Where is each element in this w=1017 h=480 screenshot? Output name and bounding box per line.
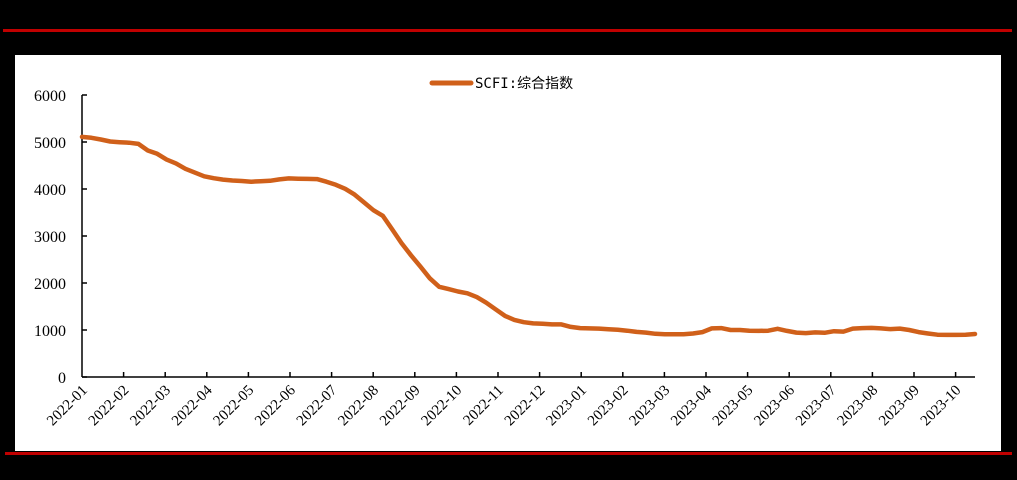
x-tick-label: 2022-10: [419, 383, 466, 430]
chart-panel: [15, 55, 1001, 451]
x-tick-label: 2023-04: [668, 382, 715, 429]
x-tick-label: 2022-06: [252, 382, 299, 429]
x-tick-label: 2023-05: [710, 383, 757, 430]
x-tick-label: 2023-06: [751, 382, 798, 429]
x-tick-label: 2022-08: [335, 383, 382, 430]
y-tick-label: 2000: [34, 276, 66, 293]
bottom-red-rule: [5, 452, 1012, 455]
x-tick-label: 2022-03: [127, 383, 174, 430]
legend-label: SCFI:综合指数: [475, 76, 573, 92]
y-tick-label: 6000: [34, 88, 66, 105]
x-tick-label: 2022-04: [169, 382, 216, 429]
x-tick-label: 2022-07: [294, 382, 341, 429]
scfi-series-line: [79, 134, 978, 338]
x-tick-label: 2023-07: [793, 382, 840, 429]
y-tick-label: 5000: [34, 135, 66, 152]
x-tick-label: 2022-02: [86, 383, 133, 430]
x-tick-label: 2023-01: [543, 383, 590, 430]
x-axis: 2022-012022-022022-032022-042022-052022-…: [44, 372, 975, 429]
y-tick-label: 1000: [34, 323, 66, 340]
y-tick-label: 4000: [34, 182, 66, 199]
x-tick-label: 2022-01: [44, 383, 91, 430]
x-tick-label: 2022-12: [502, 383, 549, 430]
y-tick-label: 0: [58, 370, 66, 387]
legend: SCFI:综合指数: [429, 76, 573, 92]
y-tick-label: 3000: [34, 229, 66, 246]
x-tick-label: 2023-02: [585, 383, 632, 430]
x-tick-label: 2022-09: [377, 383, 424, 430]
x-tick-label: 2023-03: [627, 383, 674, 430]
y-axis: 0 1000 2000 3000 4000 5000 6000: [34, 88, 87, 387]
x-tick-label: 2022-11: [461, 383, 507, 429]
x-tick-label: 2023-10: [918, 383, 965, 430]
top-red-rule: [3, 29, 1012, 32]
x-tick-label: 2023-09: [876, 383, 923, 430]
x-tick-label: 2023-08: [835, 383, 882, 430]
x-tick-label: 2022-05: [211, 383, 258, 430]
